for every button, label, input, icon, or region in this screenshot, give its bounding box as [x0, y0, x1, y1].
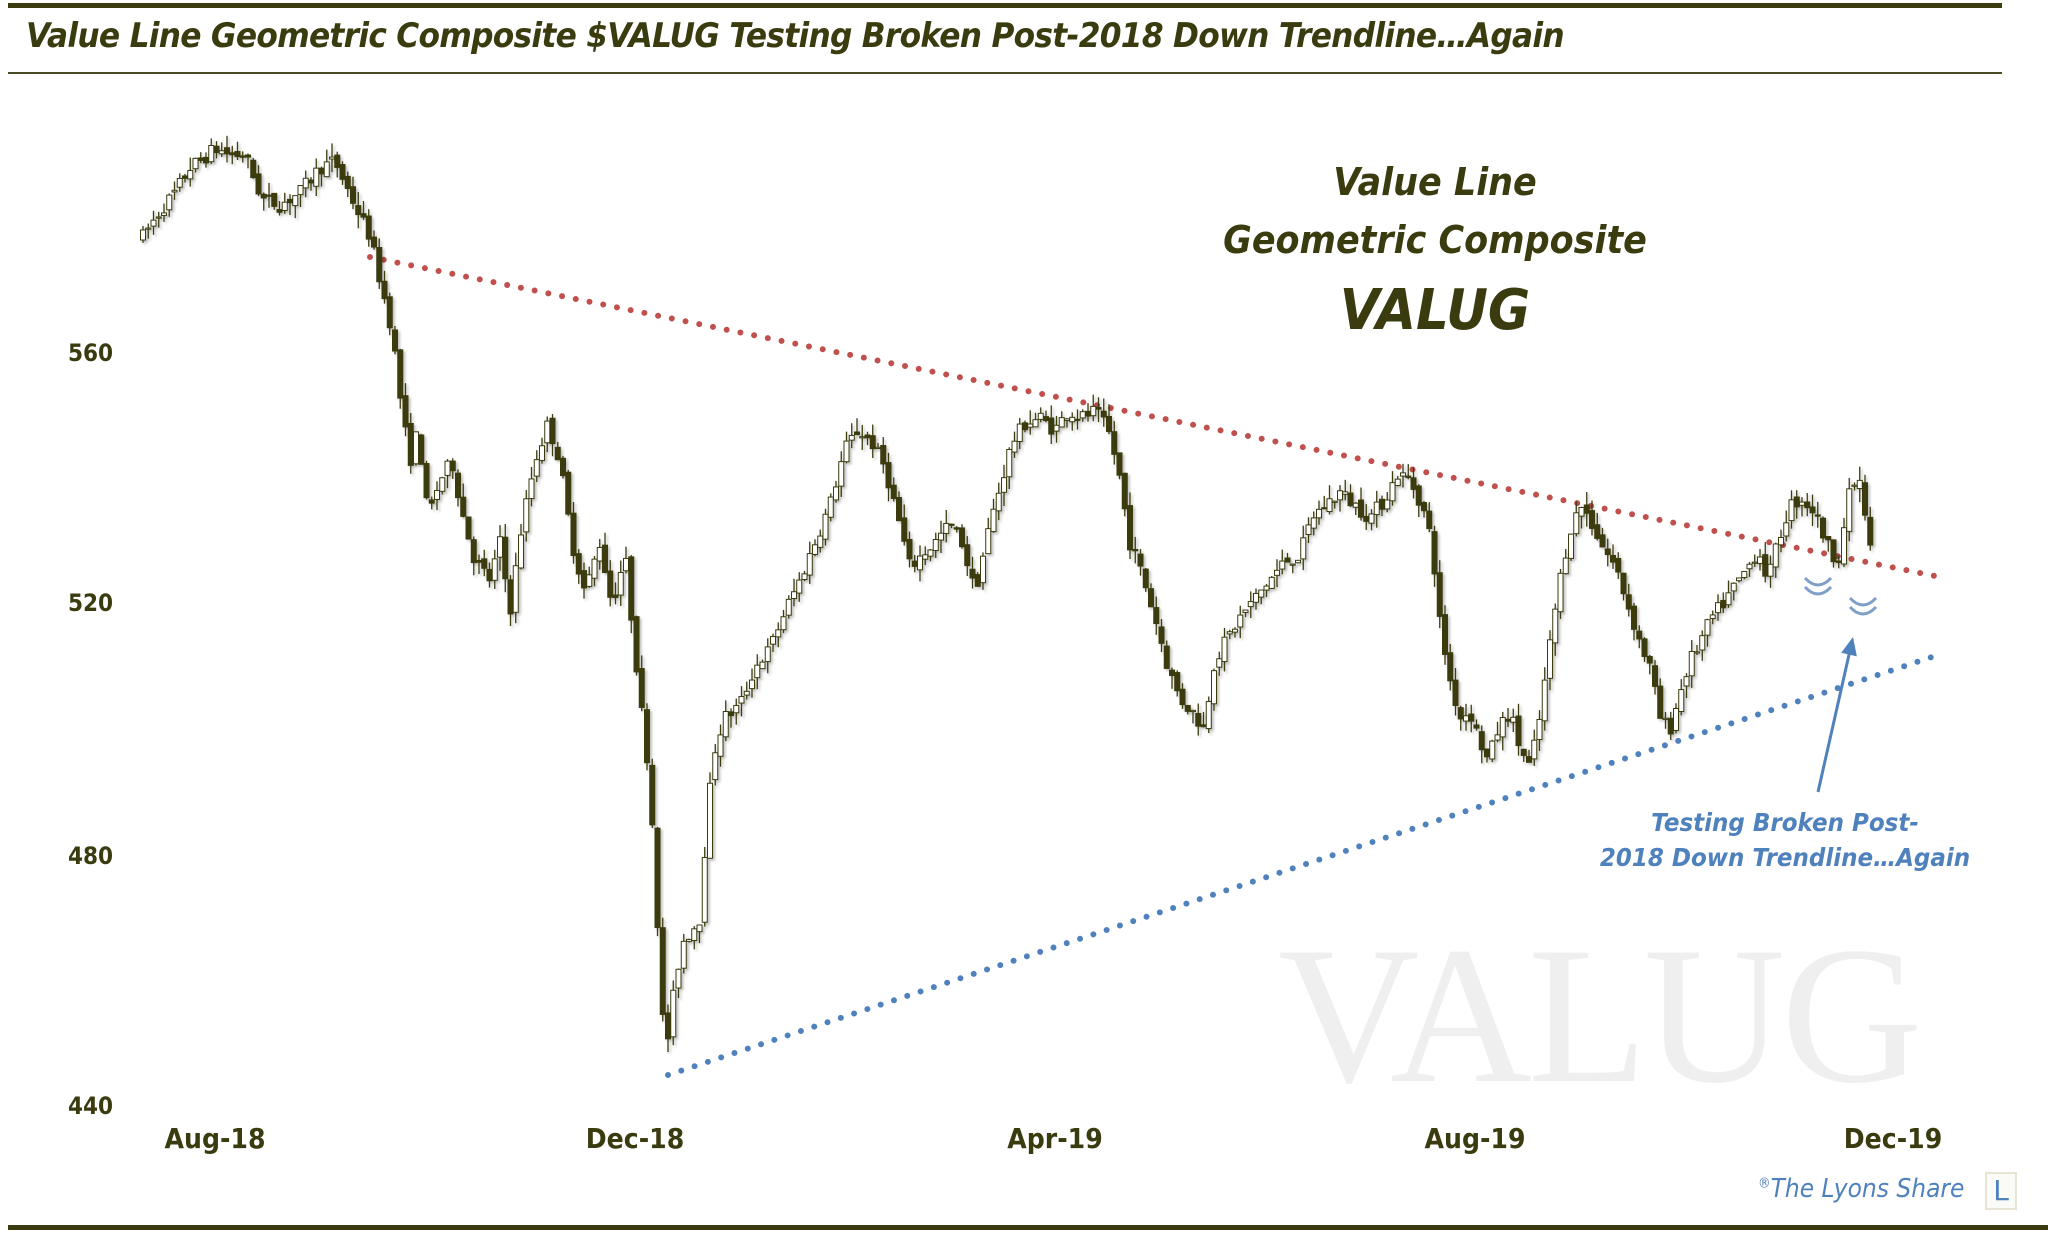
y-tick-label: 440	[68, 1092, 114, 1120]
annotation-line1: Testing Broken Post-	[1651, 808, 1919, 837]
chart-label-line2: Geometric Composite	[1223, 218, 1647, 262]
test-marks-icon	[1803, 576, 1878, 616]
y-tick-label: 520	[68, 589, 114, 617]
credit: ®The Lyons Share	[1758, 1174, 1964, 1204]
x-tick-label: Dec-18	[585, 1122, 685, 1155]
bottom-rule	[8, 1225, 2048, 1230]
chart-label-line1: Value Line	[1333, 160, 1537, 204]
down-trendline	[367, 254, 1938, 579]
lyons-logo-icon: L	[1985, 1172, 2017, 1210]
x-tick-label: Aug-18	[164, 1122, 266, 1155]
credit-text: The Lyons Share	[1770, 1174, 1965, 1204]
x-tick-label: Apr-19	[1007, 1122, 1103, 1155]
registered-mark: ®	[1758, 1175, 1771, 1192]
annotation-arrow-icon	[1816, 637, 1857, 793]
x-tick-label: Aug-19	[1424, 1122, 1526, 1155]
x-tick-label: Dec-19	[1843, 1122, 1943, 1155]
y-tick-label: 560	[68, 339, 114, 367]
chart-label-ticker: VALUG	[1339, 278, 1531, 343]
top-rule	[8, 3, 2002, 8]
candlestick-series	[140, 135, 1874, 1053]
title-divider	[8, 72, 2002, 74]
annotation-line2: 2018 Down Trendline…Again	[1599, 843, 1971, 872]
watermark: VALUG	[1278, 907, 1923, 1124]
page-title: Value Line Geometric Composite $VALUG Te…	[26, 16, 1565, 56]
y-tick-label: 480	[68, 842, 114, 870]
support-trendline	[665, 653, 1938, 1078]
